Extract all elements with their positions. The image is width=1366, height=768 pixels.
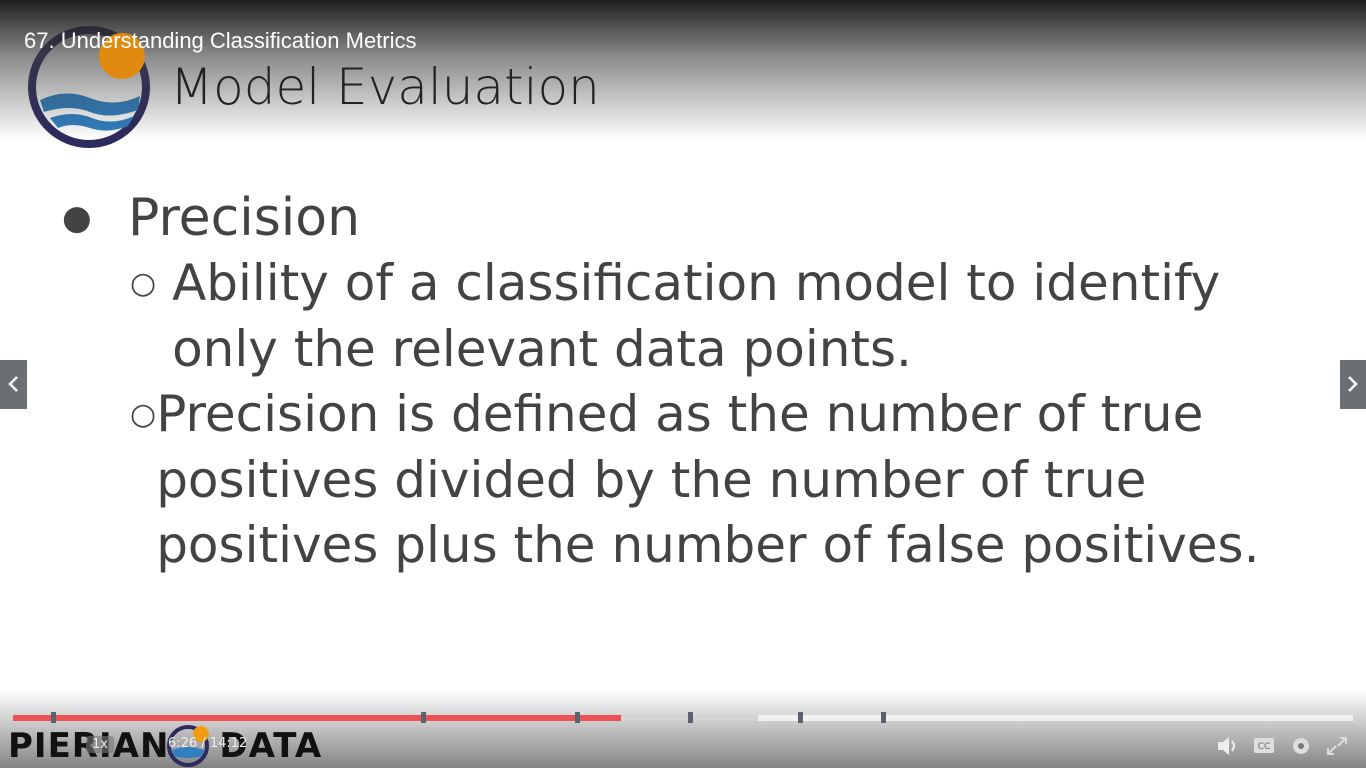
sub-bullet: ○ Precision is defined as the number of t…	[130, 382, 1322, 579]
bullet-text: Precision	[128, 188, 361, 248]
next-button[interactable]	[1340, 360, 1366, 409]
sub-bullet-text: Precision is defined as the number of tr…	[156, 385, 1260, 574]
video-title: 67. Understanding Classification Metrics	[24, 28, 417, 53]
volume-button[interactable]	[1218, 737, 1235, 755]
fullscreen-button[interactable]	[1327, 737, 1347, 755]
captions-button[interactable]: CC	[1254, 738, 1274, 753]
footer-logo-icon	[167, 725, 209, 767]
slide-title: Model Evaluation	[170, 58, 600, 116]
bullet-list: ● Precision ○ Ability of a classification …	[62, 186, 1322, 579]
control-icons: CC	[1218, 737, 1347, 755]
chapter-marker	[51, 712, 56, 723]
chapter-marker	[421, 712, 426, 723]
bullet: ● Precision	[62, 186, 1322, 251]
controls-overlay	[0, 690, 1366, 768]
logo-sun	[99, 33, 145, 79]
chapter-marker	[575, 712, 580, 723]
progress-played	[13, 715, 621, 721]
svg-text:CC: CC	[1258, 742, 1271, 752]
sub-bullet: ○ Ability of a classification model to id…	[130, 251, 1322, 382]
title-overlay	[0, 0, 1366, 140]
sub-bullet-text: Ability of a classification model to ide…	[172, 254, 1221, 378]
previous-button[interactable]	[0, 360, 27, 409]
speed-button[interactable]: 1x	[86, 736, 114, 753]
time-display: 6:26 / 14:12	[168, 736, 248, 751]
settings-button[interactable]	[1293, 738, 1309, 754]
chapter-marker	[881, 712, 886, 723]
chapter-marker	[688, 712, 693, 723]
chapter-marker	[798, 712, 803, 723]
footer-logo-word: DATA	[219, 726, 323, 766]
